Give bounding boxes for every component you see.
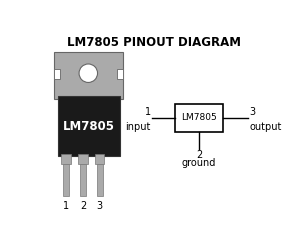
Text: 1: 1: [145, 107, 151, 117]
Bar: [54, 69, 60, 79]
Text: ground: ground: [182, 158, 216, 168]
Bar: [95, 154, 104, 164]
Bar: [61, 154, 70, 164]
Bar: [175, 104, 223, 132]
Bar: [54, 52, 123, 99]
Bar: [97, 164, 103, 196]
Text: LM7805: LM7805: [181, 113, 217, 122]
Text: 3: 3: [97, 201, 103, 211]
Text: input: input: [125, 122, 151, 132]
Text: 1: 1: [63, 201, 69, 211]
Text: LM7805: LM7805: [63, 120, 115, 133]
Text: LM7805 PINOUT DIAGRAM: LM7805 PINOUT DIAGRAM: [67, 36, 241, 49]
Text: 3: 3: [249, 107, 255, 117]
Bar: [117, 69, 123, 79]
Text: 2: 2: [80, 201, 86, 211]
Text: output: output: [249, 122, 282, 132]
Bar: [58, 96, 120, 156]
Circle shape: [79, 64, 98, 82]
Bar: [63, 164, 69, 196]
Bar: [80, 164, 86, 196]
Bar: [78, 154, 88, 164]
Text: 2: 2: [196, 150, 202, 160]
